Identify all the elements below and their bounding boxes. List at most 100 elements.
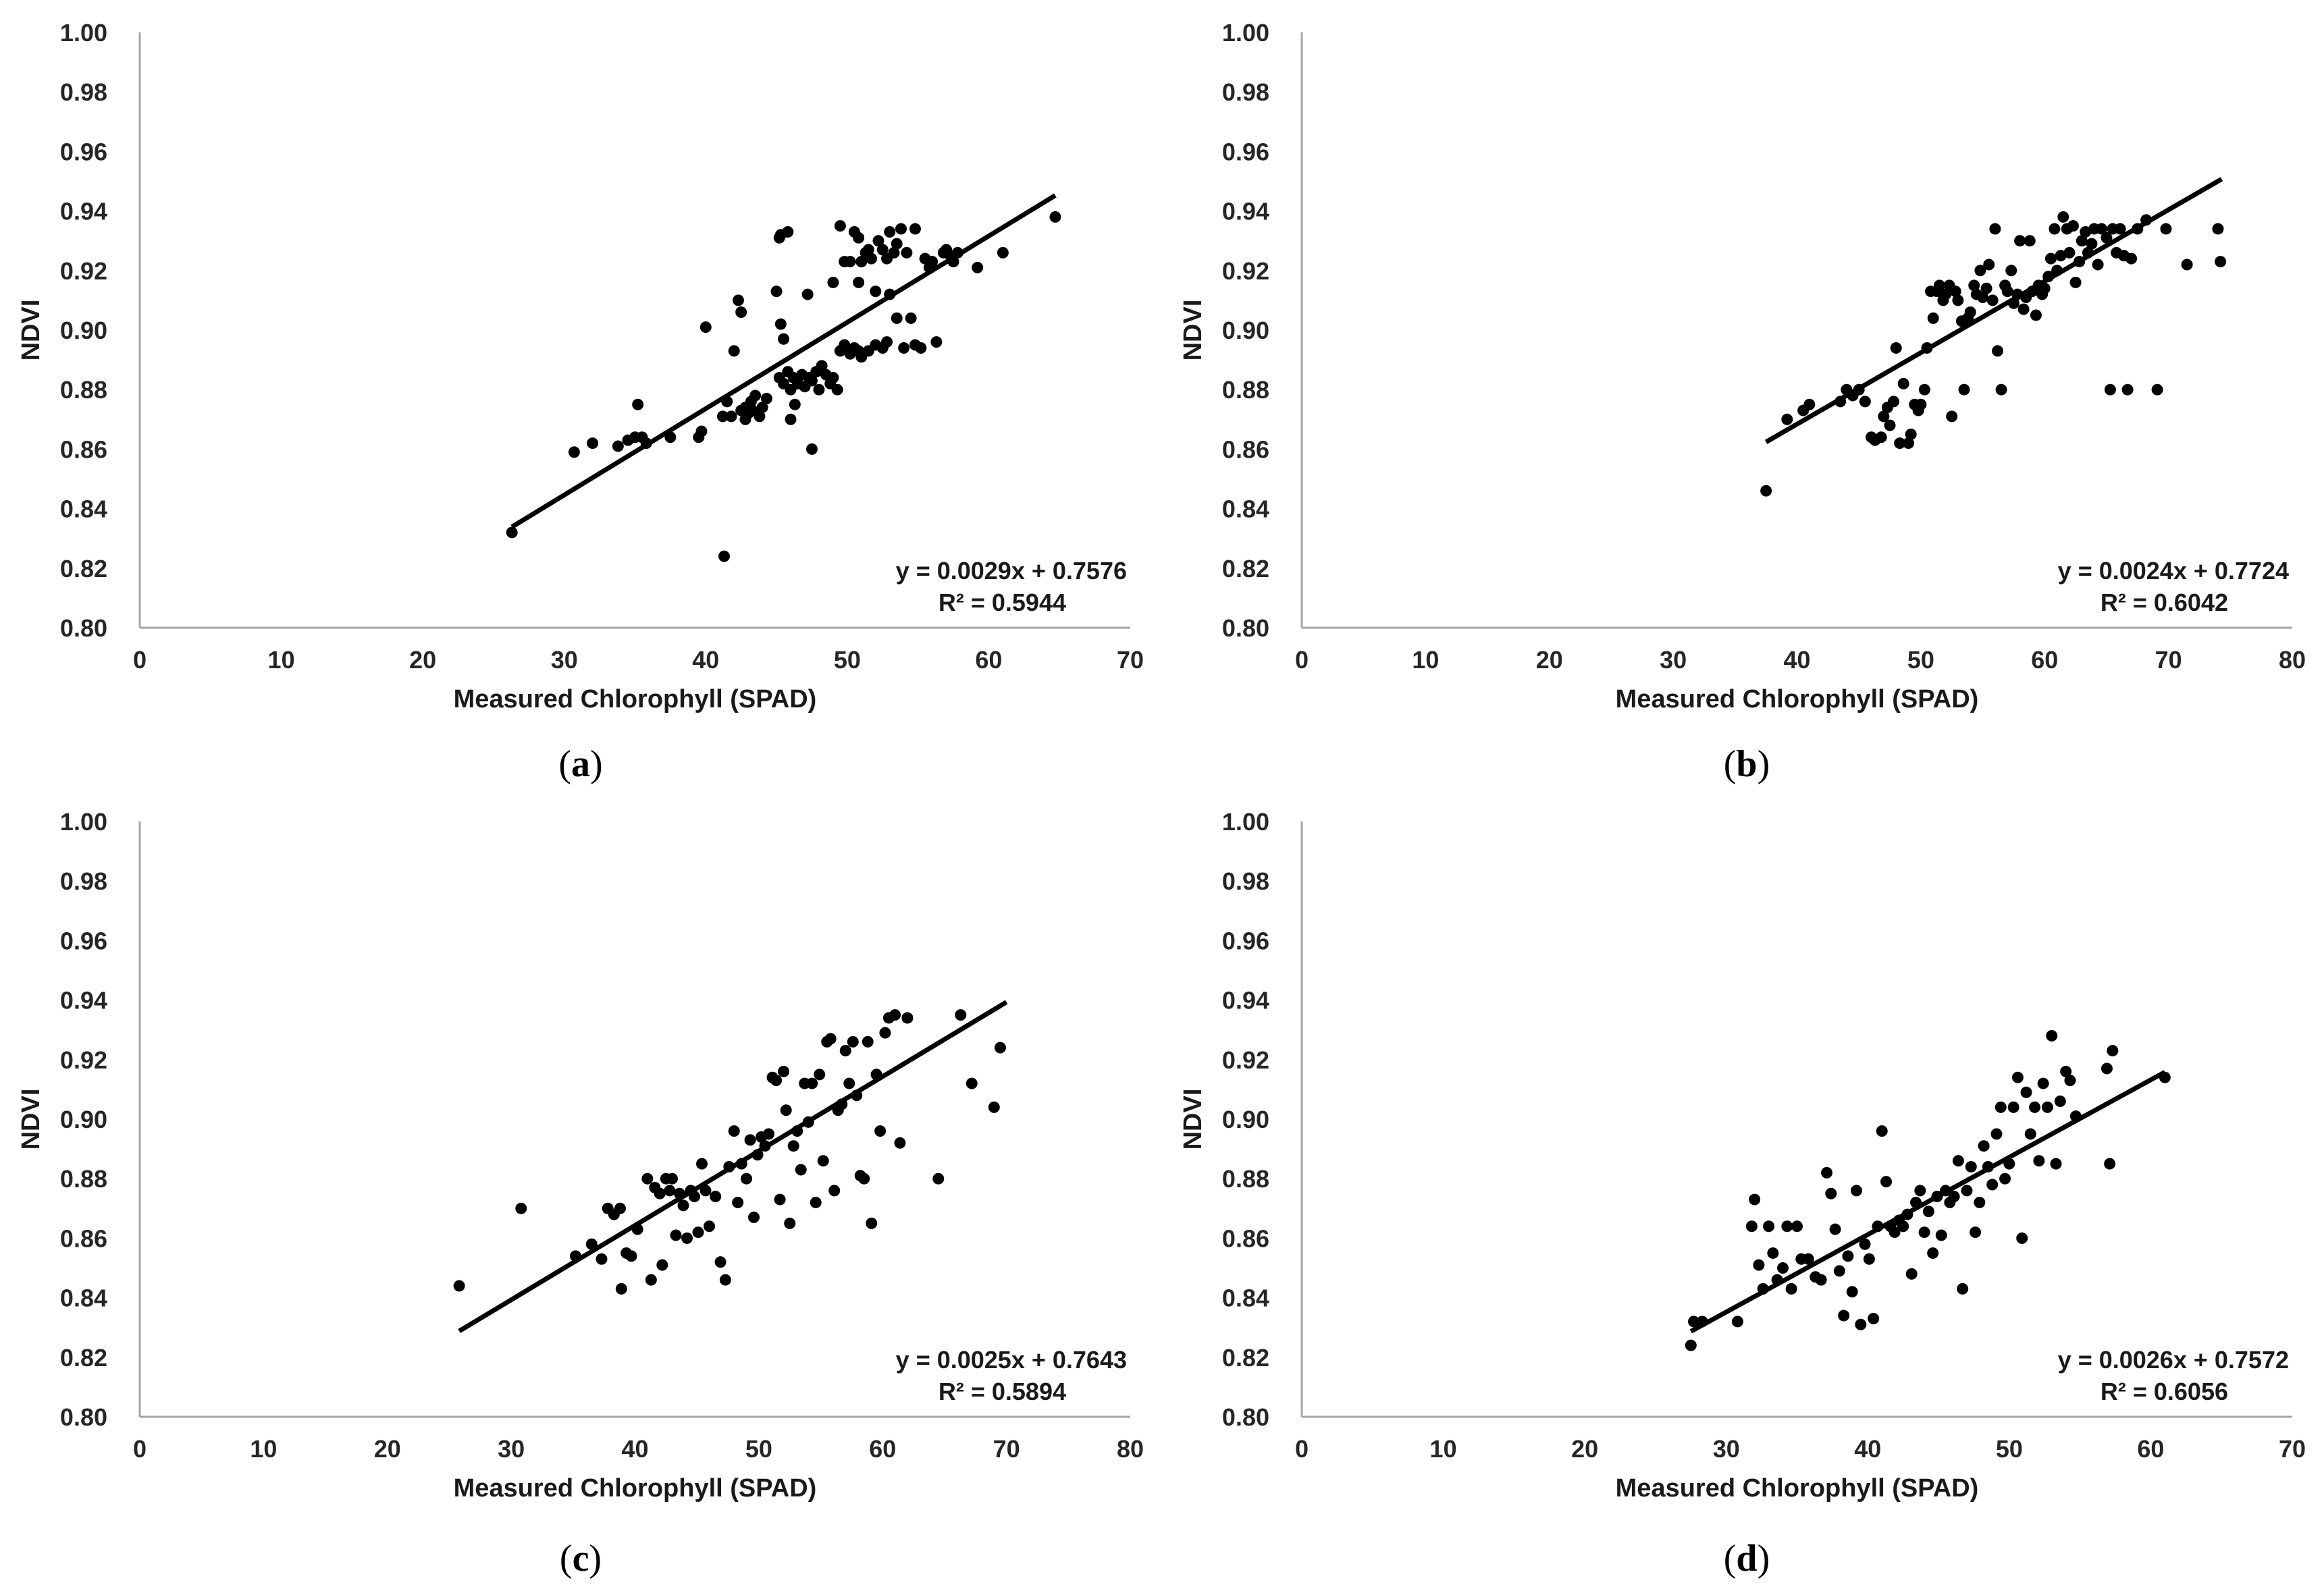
data-point xyxy=(719,1274,731,1286)
y-tick-label: 0.94 xyxy=(1222,198,1269,225)
data-point xyxy=(1914,1185,1926,1197)
x-tick-label: 20 xyxy=(1536,646,1563,674)
data-point xyxy=(1821,1166,1833,1179)
caption-b: (b) xyxy=(1723,743,1770,785)
y-tick-label: 0.90 xyxy=(60,317,107,344)
r-squared-label: R² = 0.5894 xyxy=(939,1378,1066,1405)
x-tick-label: 80 xyxy=(1117,1435,1144,1463)
data-point xyxy=(732,294,744,306)
data-point xyxy=(670,1229,682,1241)
y-tick-label: 0.84 xyxy=(1222,495,1269,523)
data-point xyxy=(728,1125,740,1137)
data-point xyxy=(1964,306,1976,319)
data-point xyxy=(1989,223,2001,235)
data-point xyxy=(1880,1176,1893,1188)
data-point xyxy=(806,1077,818,1089)
data-point xyxy=(1980,282,1992,294)
data-point xyxy=(2092,259,2104,271)
y-tick-label: 0.92 xyxy=(1222,1046,1269,1074)
data-point xyxy=(866,1217,878,1229)
data-point xyxy=(888,246,900,259)
data-point xyxy=(1781,1220,1793,1233)
data-point xyxy=(2140,214,2153,226)
data-point xyxy=(1992,345,2004,357)
data-point xyxy=(1901,1208,1913,1220)
data-point xyxy=(951,246,963,259)
data-point xyxy=(2215,256,2227,268)
x-tick-label: 10 xyxy=(268,646,295,674)
y-tick-label: 0.86 xyxy=(60,435,107,463)
data-point xyxy=(1949,286,1961,298)
data-point xyxy=(827,276,839,288)
x-tick-label: 70 xyxy=(1117,646,1144,674)
data-point xyxy=(966,1077,978,1089)
x-axis-title: Measured Chlorophyll (SPAD) xyxy=(454,685,817,713)
y-tick-label: 0.92 xyxy=(60,1046,107,1074)
y-tick-label: 1.00 xyxy=(1222,808,1269,836)
data-point xyxy=(1855,1318,1867,1330)
x-tick-label: 40 xyxy=(692,646,719,674)
data-point xyxy=(898,342,910,354)
data-point xyxy=(862,244,874,256)
data-point xyxy=(972,261,984,273)
x-axis-title: Measured Chlorophyll (SPAD) xyxy=(1616,1474,1979,1503)
data-point xyxy=(785,413,797,425)
x-tick-label: 70 xyxy=(2279,1435,2306,1463)
trendline-equation: y = 0.0029x + 0.7576 xyxy=(896,557,1127,585)
data-point xyxy=(1974,265,1986,277)
data-point xyxy=(1889,1226,1901,1239)
data-point xyxy=(806,375,818,387)
data-point xyxy=(2151,383,2163,396)
data-point xyxy=(870,286,882,298)
data-point xyxy=(645,1274,657,1286)
data-point xyxy=(585,1238,598,1250)
data-point xyxy=(735,1158,747,1170)
data-point xyxy=(640,437,652,450)
data-point xyxy=(718,550,731,562)
y-tick-label: 0.90 xyxy=(60,1106,107,1133)
x-tick-label: 30 xyxy=(1660,646,1687,674)
data-point xyxy=(1965,1161,1977,1173)
data-point xyxy=(2020,1086,2032,1098)
data-point xyxy=(784,1217,796,1229)
data-point xyxy=(834,220,846,232)
data-point xyxy=(2104,383,2116,396)
y-tick-label: 0.90 xyxy=(1222,1106,1269,1133)
y-tick-label: 0.80 xyxy=(1222,1403,1269,1431)
data-point xyxy=(1968,279,1980,292)
data-point xyxy=(816,360,828,372)
data-point xyxy=(2069,276,2082,288)
data-point xyxy=(1935,1229,1947,1241)
data-point xyxy=(2057,211,2069,223)
x-tick-label: 0 xyxy=(133,1435,147,1463)
data-point xyxy=(2063,246,2076,259)
panel-d: 0.80 0.82 0.84 0.86 0.88 0.90 0.92 0.94 0.96 0.98… xyxy=(1162,789,2324,1586)
data-point xyxy=(1957,1282,1969,1295)
data-point xyxy=(2037,1077,2049,1089)
data-point xyxy=(760,392,772,404)
data-point xyxy=(865,252,877,265)
panel-b: 0.80 0.82 0.84 0.86 0.88 0.90 0.92 0.94 0.96 0.98… xyxy=(1162,0,2324,797)
data-point xyxy=(806,443,818,455)
data-point xyxy=(774,318,787,330)
data-point xyxy=(1905,1268,1918,1280)
data-point xyxy=(1781,413,1793,425)
data-point xyxy=(1802,1253,1814,1265)
y-tick-label: 0.92 xyxy=(60,257,107,285)
data-point xyxy=(1986,294,1999,306)
data-point xyxy=(789,398,801,410)
data-point xyxy=(1927,1247,1939,1259)
y-tick-label: 0.86 xyxy=(1222,435,1269,463)
data-point xyxy=(858,1172,870,1185)
data-point xyxy=(732,1196,744,1208)
data-point xyxy=(810,1196,822,1208)
data-point xyxy=(741,1172,753,1185)
y-tick-label: 0.86 xyxy=(60,1224,107,1252)
r-squared-label: R² = 0.6042 xyxy=(2101,589,2228,616)
data-point xyxy=(1868,1312,1880,1324)
y-tick-label: 0.96 xyxy=(60,927,107,954)
data-point xyxy=(632,398,644,410)
data-point xyxy=(674,1187,686,1199)
data-point xyxy=(884,288,896,300)
data-point xyxy=(814,1069,826,1081)
